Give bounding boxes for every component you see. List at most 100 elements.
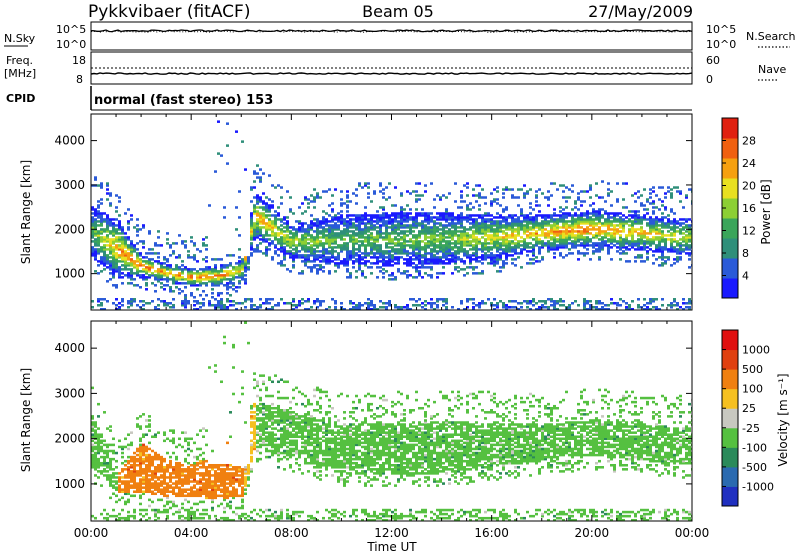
- heatmap-cell: [469, 258, 472, 261]
- heatmap-cell: [661, 250, 664, 253]
- heatmap-cell: [136, 470, 139, 473]
- heatmap-cell: [661, 262, 664, 265]
- colorbar-segment: [722, 198, 738, 219]
- heatmap-cell: [340, 210, 343, 213]
- heatmap-cell: [433, 228, 436, 231]
- heatmap-cell: [154, 290, 157, 293]
- heatmap-cell: [496, 262, 499, 265]
- heatmap-cell: [613, 226, 616, 229]
- heatmap-cell: [358, 226, 361, 229]
- heatmap-cell: [409, 244, 412, 247]
- heatmap-cell: [166, 488, 169, 491]
- heatmap-cell: [250, 228, 253, 231]
- heatmap-cell: [331, 240, 334, 243]
- heatmap-cell: [583, 308, 586, 310]
- y-tick-label: 3000: [54, 178, 85, 192]
- heatmap-cell: [466, 238, 469, 241]
- heatmap-cell: [460, 222, 463, 225]
- heatmap-cell: [109, 266, 112, 269]
- heatmap-cell: [640, 260, 643, 263]
- heatmap-cell: [313, 222, 316, 225]
- heatmap-cell: [160, 278, 163, 281]
- heatmap-cell: [298, 206, 301, 209]
- heatmap-cell: [166, 466, 169, 469]
- heatmap-cell: [586, 240, 589, 243]
- heatmap-cell: [493, 254, 496, 257]
- heatmap-cell: [292, 236, 295, 239]
- heatmap-cell: [382, 212, 385, 215]
- heatmap-cell: [583, 300, 586, 303]
- heatmap-cell: [286, 244, 289, 247]
- heatmap-cell: [118, 302, 121, 305]
- heatmap-cell: [505, 254, 508, 257]
- heatmap-cell: [400, 208, 403, 211]
- heatmap-cell: [94, 242, 97, 245]
- heatmap-cell: [142, 468, 145, 471]
- heatmap-cell: [244, 270, 247, 273]
- heatmap-cell: [112, 492, 115, 496]
- heatmap-cell: [259, 230, 262, 233]
- heatmap-cell: [547, 250, 550, 253]
- heatmap-cell: [157, 244, 160, 247]
- heatmap-cell: [130, 514, 133, 518]
- heatmap-cell: [145, 484, 148, 487]
- heatmap-cell: [244, 274, 247, 277]
- heatmap-cell: [190, 272, 193, 275]
- heatmap-cell: [154, 270, 157, 273]
- heatmap-cell: [493, 228, 496, 231]
- heatmap-cell: [232, 300, 235, 303]
- heatmap-cell: [112, 230, 115, 233]
- heatmap-cell: [160, 274, 163, 277]
- heatmap-cell: [199, 302, 202, 305]
- heatmap-cell: [115, 218, 118, 221]
- heatmap-cell: [424, 254, 427, 257]
- heatmap-cell: [520, 250, 523, 253]
- heatmap-cell: [472, 232, 475, 235]
- heatmap-cell: [496, 258, 499, 261]
- heatmap-cell: [559, 298, 562, 301]
- heatmap-cell: [106, 445, 109, 449]
- heatmap-cell: [454, 266, 457, 269]
- heatmap-cell: [259, 306, 262, 309]
- heatmap-cell: [679, 242, 682, 245]
- heatmap-cell: [97, 206, 100, 209]
- heatmap-cell: [214, 268, 217, 271]
- heatmap-cell: [394, 238, 397, 241]
- heatmap-cell: [139, 264, 142, 267]
- heatmap-cell: [139, 484, 142, 487]
- heatmap-cell: [361, 242, 364, 245]
- heatmap-cell: [427, 216, 430, 219]
- heatmap-cell: [631, 228, 634, 231]
- heatmap-cell: [421, 222, 424, 225]
- heatmap-cell: [331, 220, 334, 223]
- heatmap-cell: [475, 260, 478, 263]
- heatmap-cell: [460, 220, 463, 223]
- heatmap-cell: [178, 480, 181, 483]
- heatmap-cell: [100, 182, 103, 185]
- heatmap-cell: [133, 451, 136, 455]
- heatmap-cell: [469, 236, 472, 239]
- heatmap-cell: [325, 222, 328, 225]
- heatmap-cell: [250, 254, 253, 257]
- heatmap-cell: [289, 302, 292, 305]
- heatmap-cell: [343, 224, 346, 227]
- heatmap-cell: [682, 228, 685, 231]
- heatmap-cell: [193, 242, 196, 245]
- heatmap-cell: [346, 250, 349, 253]
- heatmap-cell: [664, 244, 667, 247]
- heatmap-cell: [400, 220, 403, 223]
- heatmap-cell: [304, 254, 307, 257]
- heatmap-cell: [370, 252, 373, 255]
- heatmap-cell: [553, 220, 556, 223]
- heatmap-cell: [106, 280, 109, 283]
- heatmap-cell: [688, 234, 691, 237]
- heatmap-cell: [577, 218, 580, 221]
- heatmap-cell: [403, 234, 406, 237]
- heatmap-cell: [265, 208, 268, 211]
- heatmap-cell: [376, 246, 379, 249]
- heatmap-cell: [118, 224, 121, 227]
- heatmap-cell: [436, 276, 439, 279]
- heatmap-cell: [634, 248, 637, 251]
- heatmap-cell: [325, 260, 328, 263]
- heatmap-cell: [256, 228, 259, 231]
